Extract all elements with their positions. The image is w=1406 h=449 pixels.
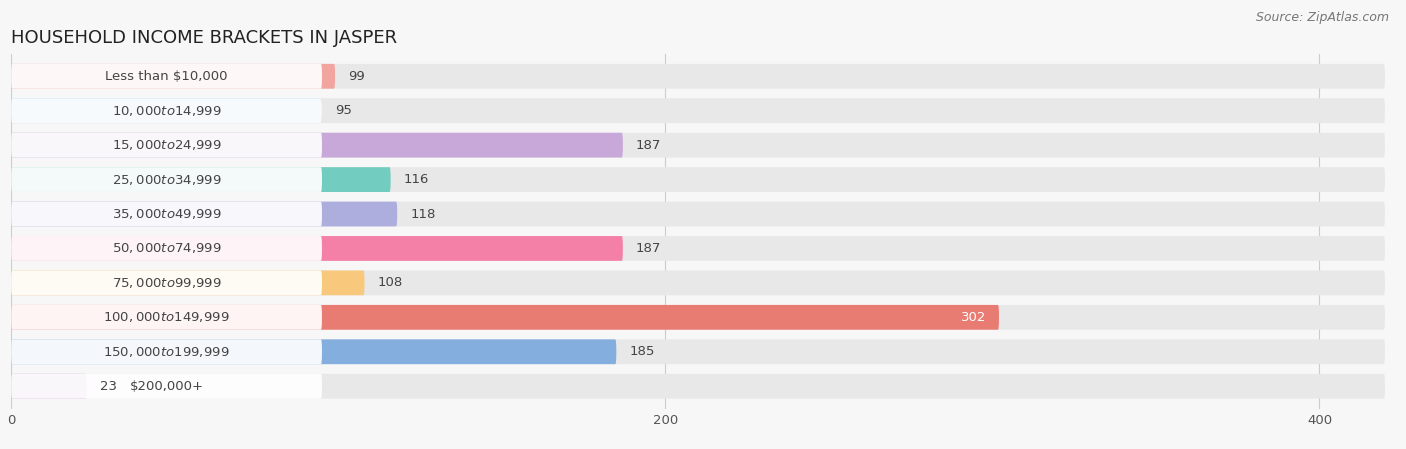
FancyBboxPatch shape bbox=[11, 270, 1385, 295]
Text: Less than $10,000: Less than $10,000 bbox=[105, 70, 228, 83]
Text: $25,000 to $34,999: $25,000 to $34,999 bbox=[111, 172, 221, 187]
FancyBboxPatch shape bbox=[11, 202, 322, 226]
Text: $75,000 to $99,999: $75,000 to $99,999 bbox=[111, 276, 221, 290]
FancyBboxPatch shape bbox=[11, 374, 1385, 399]
FancyBboxPatch shape bbox=[11, 133, 322, 158]
FancyBboxPatch shape bbox=[11, 236, 322, 261]
Text: $50,000 to $74,999: $50,000 to $74,999 bbox=[111, 242, 221, 255]
Text: 23: 23 bbox=[100, 380, 117, 393]
Text: 118: 118 bbox=[411, 207, 436, 220]
FancyBboxPatch shape bbox=[11, 339, 616, 364]
Text: 95: 95 bbox=[335, 104, 352, 117]
FancyBboxPatch shape bbox=[11, 305, 1000, 330]
Text: Source: ZipAtlas.com: Source: ZipAtlas.com bbox=[1256, 11, 1389, 24]
Text: $200,000+: $200,000+ bbox=[129, 380, 204, 393]
FancyBboxPatch shape bbox=[11, 64, 322, 88]
Text: 302: 302 bbox=[960, 311, 986, 324]
FancyBboxPatch shape bbox=[11, 374, 87, 399]
FancyBboxPatch shape bbox=[11, 167, 1385, 192]
FancyBboxPatch shape bbox=[11, 64, 1385, 88]
FancyBboxPatch shape bbox=[11, 98, 322, 123]
FancyBboxPatch shape bbox=[11, 202, 396, 226]
FancyBboxPatch shape bbox=[11, 133, 623, 158]
FancyBboxPatch shape bbox=[11, 167, 322, 192]
Text: $15,000 to $24,999: $15,000 to $24,999 bbox=[111, 138, 221, 152]
FancyBboxPatch shape bbox=[11, 305, 1385, 330]
FancyBboxPatch shape bbox=[11, 305, 322, 330]
FancyBboxPatch shape bbox=[11, 133, 1385, 158]
Text: 99: 99 bbox=[349, 70, 366, 83]
FancyBboxPatch shape bbox=[11, 339, 322, 364]
Text: $150,000 to $199,999: $150,000 to $199,999 bbox=[103, 345, 229, 359]
FancyBboxPatch shape bbox=[11, 374, 322, 399]
FancyBboxPatch shape bbox=[11, 339, 1385, 364]
Text: $10,000 to $14,999: $10,000 to $14,999 bbox=[111, 104, 221, 118]
FancyBboxPatch shape bbox=[11, 202, 1385, 226]
FancyBboxPatch shape bbox=[11, 98, 1385, 123]
Text: 187: 187 bbox=[636, 139, 661, 152]
Text: 116: 116 bbox=[404, 173, 429, 186]
Text: 108: 108 bbox=[378, 277, 402, 290]
Text: 187: 187 bbox=[636, 242, 661, 255]
Text: $100,000 to $149,999: $100,000 to $149,999 bbox=[103, 310, 229, 324]
FancyBboxPatch shape bbox=[11, 167, 391, 192]
FancyBboxPatch shape bbox=[11, 64, 335, 88]
FancyBboxPatch shape bbox=[11, 98, 322, 123]
Text: $35,000 to $49,999: $35,000 to $49,999 bbox=[111, 207, 221, 221]
FancyBboxPatch shape bbox=[11, 236, 623, 261]
FancyBboxPatch shape bbox=[11, 270, 322, 295]
FancyBboxPatch shape bbox=[11, 236, 1385, 261]
Text: HOUSEHOLD INCOME BRACKETS IN JASPER: HOUSEHOLD INCOME BRACKETS IN JASPER bbox=[11, 29, 398, 47]
Text: 185: 185 bbox=[630, 345, 655, 358]
FancyBboxPatch shape bbox=[11, 270, 364, 295]
